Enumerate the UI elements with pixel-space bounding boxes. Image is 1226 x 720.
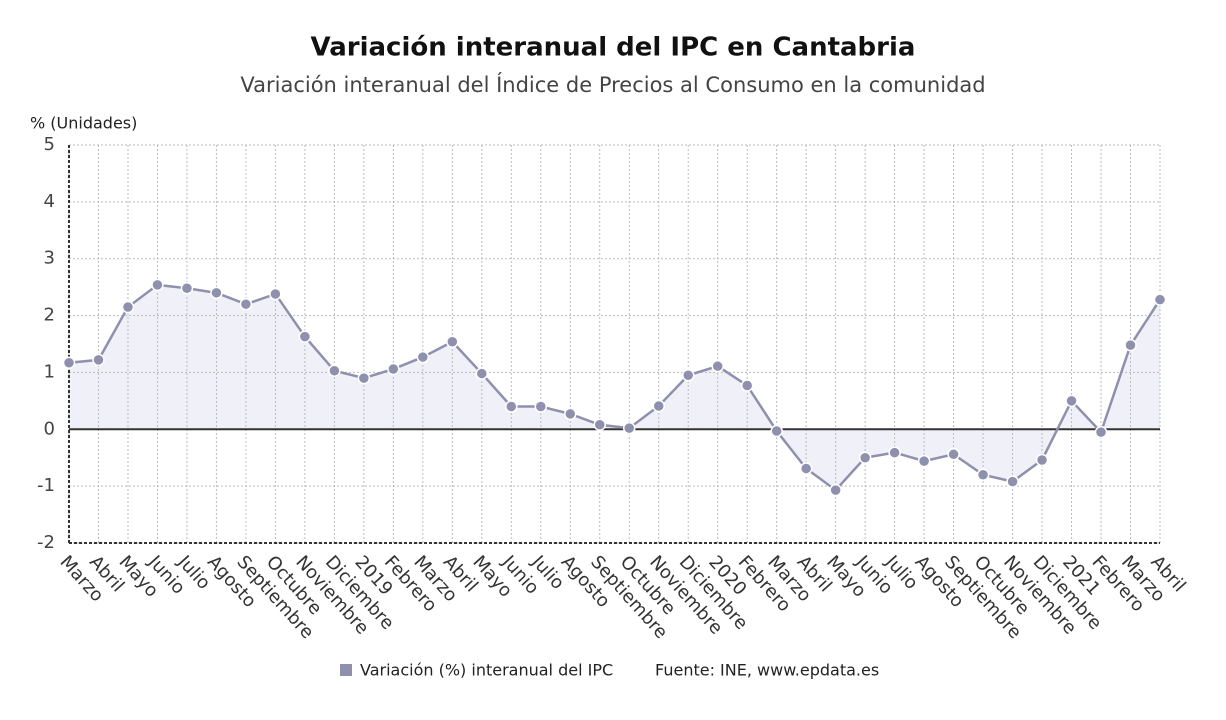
data-point — [505, 400, 518, 413]
source: Fuente: INE, www.epdata.es — [655, 661, 879, 680]
data-point — [416, 350, 430, 364]
data-point — [92, 353, 105, 367]
data-point — [1065, 394, 1078, 408]
data-point — [947, 448, 960, 461]
data-point — [799, 462, 813, 475]
data-point — [357, 371, 371, 385]
data-point — [593, 418, 607, 431]
chart-title: Variación interanual del IPC en Cantabri… — [311, 33, 916, 63]
data-point — [888, 446, 901, 459]
data-point — [210, 286, 223, 300]
legend-swatch — [340, 664, 352, 676]
y-tick-label: 5 — [44, 134, 55, 155]
data-point — [1094, 425, 1108, 439]
data-point — [62, 356, 76, 370]
data-point — [564, 407, 577, 421]
data-point — [917, 454, 931, 468]
data-point — [180, 282, 194, 295]
y-tick-label: 0 — [44, 418, 55, 439]
chart-subtitle: Variación interanual del Índice de Preci… — [240, 72, 985, 97]
data-point — [681, 369, 695, 382]
data-point — [1006, 475, 1019, 488]
data-point — [446, 335, 459, 348]
data-point — [475, 367, 489, 380]
legend-label: Variación (%) interanual del IPC — [360, 661, 613, 680]
data-point — [1124, 338, 1137, 352]
data-point — [534, 400, 548, 413]
data-point — [711, 359, 724, 373]
data-point — [387, 362, 400, 376]
data-point — [269, 287, 282, 301]
data-point — [328, 364, 341, 377]
y-tick-label: 4 — [44, 191, 55, 212]
data-point — [121, 300, 135, 314]
y-tick-label: 1 — [44, 361, 55, 382]
y-tick-label: -2 — [37, 532, 55, 553]
y-axis-label: % (Unidades) — [30, 114, 137, 133]
area-fill — [69, 284, 1160, 491]
data-point — [858, 451, 872, 464]
y-tick-label: 2 — [44, 305, 55, 326]
data-point — [298, 330, 312, 343]
data-point — [740, 379, 754, 392]
data-point — [1035, 453, 1049, 467]
data-point — [151, 278, 164, 292]
data-point — [1153, 293, 1167, 306]
data-point — [622, 421, 636, 435]
data-point — [976, 468, 990, 482]
y-tick-label: 3 — [44, 248, 55, 269]
data-point — [770, 424, 783, 438]
data-point — [239, 297, 253, 311]
data-point — [652, 399, 665, 413]
data-point — [829, 483, 842, 497]
y-tick-label: -1 — [37, 475, 55, 496]
